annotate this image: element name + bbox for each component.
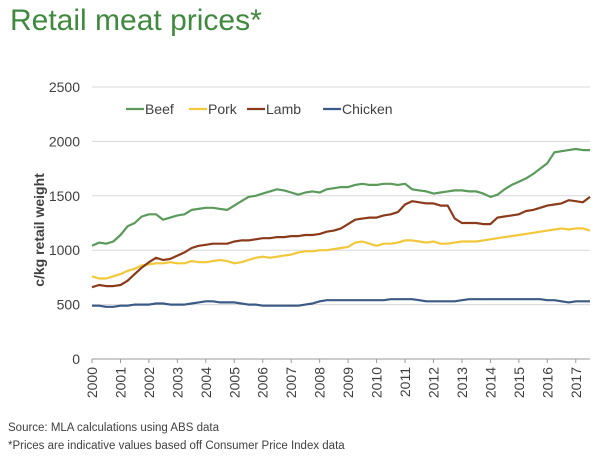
x-tick-labels: 2000 2001 2002 2003 2004 2005 2006 2007 2008 2009… bbox=[84, 367, 584, 398]
series-line-lamb bbox=[91, 196, 591, 289]
series-line-chicken bbox=[92, 298, 590, 308]
y-tick-labels: 0 500 1000 1500 2000 2500 bbox=[49, 79, 80, 367]
legend-item-lamb: Lamb bbox=[247, 101, 301, 117]
legend-label: Chicken bbox=[342, 101, 393, 117]
y-tick-label: 1500 bbox=[49, 188, 80, 204]
x-tick-label: 2013 bbox=[454, 367, 470, 398]
x-tick-label: 2016 bbox=[539, 367, 555, 398]
x-tick-label: 2002 bbox=[141, 367, 157, 398]
x-tick-label: 2011 bbox=[397, 367, 413, 397]
x-tick-label: 2006 bbox=[255, 367, 271, 398]
legend-label: Lamb bbox=[266, 101, 301, 117]
legend: Beef Pork Lamb Chicken bbox=[126, 101, 393, 117]
footnote: *Prices are indicative values based off … bbox=[8, 440, 345, 452]
y-tick-label: 2000 bbox=[49, 133, 80, 149]
x-tick-label: 2007 bbox=[283, 367, 299, 398]
x-tick-label: 2017 bbox=[568, 367, 584, 398]
y-axis-label: c/kg retail weight bbox=[31, 173, 47, 287]
x-tick-label: 2000 bbox=[84, 367, 100, 398]
x-tick-label: 2010 bbox=[369, 367, 385, 398]
y-tick-label: 2500 bbox=[49, 79, 80, 95]
series-line-beef bbox=[91, 147, 590, 247]
legend-item-chicken: Chicken bbox=[323, 101, 393, 117]
page-title: Retail meat prices* bbox=[10, 4, 262, 37]
y-tick-label: 0 bbox=[72, 351, 80, 367]
x-tick-label: 2004 bbox=[198, 367, 214, 398]
legend-label: Pork bbox=[208, 101, 238, 117]
x-tick-label: 2005 bbox=[226, 367, 242, 398]
legend-item-pork: Pork bbox=[189, 101, 238, 117]
y-tick-label: 1000 bbox=[49, 242, 80, 258]
series-line-pork bbox=[91, 227, 591, 280]
x-tick-label: 2014 bbox=[482, 367, 498, 398]
legend-item-beef: Beef bbox=[126, 101, 174, 117]
x-tick-label: 2008 bbox=[312, 367, 328, 398]
x-tick-label: 2009 bbox=[340, 367, 356, 398]
series-lines bbox=[91, 147, 591, 308]
source-note: Source: MLA calculations using ABS data bbox=[8, 422, 219, 434]
y-tick-label: 500 bbox=[57, 297, 81, 313]
x-tick-label: 2015 bbox=[511, 367, 527, 398]
legend-label: Beef bbox=[145, 101, 174, 117]
x-tick-label: 2003 bbox=[169, 367, 185, 398]
x-tick-label: 2012 bbox=[425, 367, 441, 398]
gridlines bbox=[91, 86, 590, 363]
x-tick-label: 2001 bbox=[112, 367, 128, 398]
